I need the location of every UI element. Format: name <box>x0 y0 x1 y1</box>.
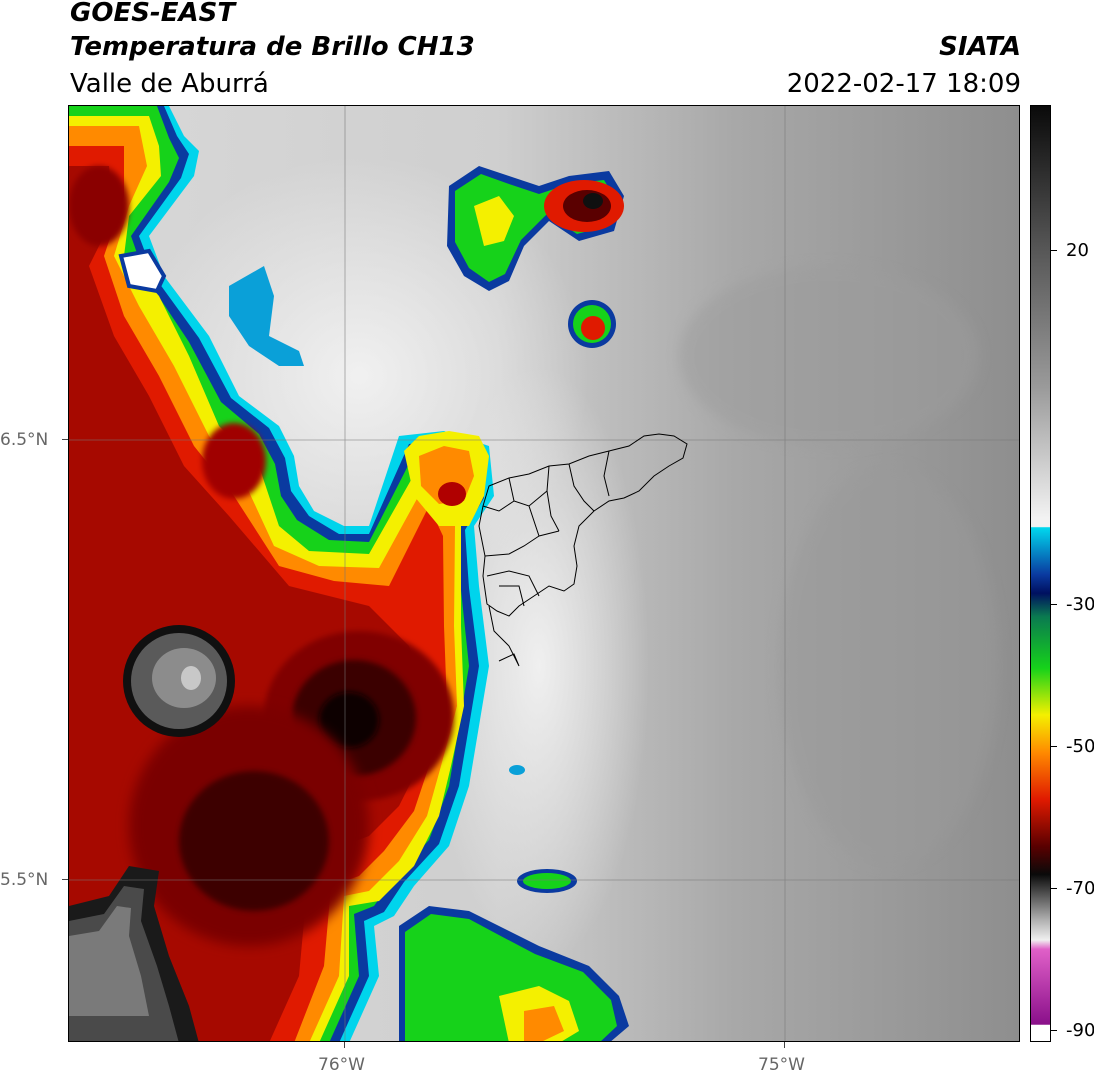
convective-cell-east <box>404 431 489 526</box>
title-product: Temperatura de Brillo CH13 <box>70 32 475 62</box>
clear-hole <box>118 248 167 294</box>
cold-spot <box>202 423 266 499</box>
map-panel[interactable] <box>68 105 1020 1042</box>
title-satellite: GOES-EAST <box>70 0 236 28</box>
cirrus-patch <box>229 266 304 366</box>
colorbar-label: -90 <box>1066 1020 1094 1041</box>
colorbar-gradient <box>1031 106 1050 1041</box>
brand-label: SIATA <box>939 32 1021 62</box>
lon-tick-mark <box>344 1042 345 1048</box>
cold-spot-northwest <box>69 166 129 246</box>
lon-tick-label: 76°W <box>318 1055 365 1075</box>
convective-cell-south <box>399 906 629 1041</box>
datetime-label: 2022-02-17 18:09 <box>786 69 1021 99</box>
overshooting-top-southwest <box>69 866 199 1041</box>
isolated-cell-core <box>523 873 571 889</box>
colorbar-label: 20 <box>1066 240 1089 261</box>
convective-cell-small <box>568 300 616 348</box>
colorbar-tick <box>1051 250 1057 251</box>
lon-tick-label: 75°W <box>758 1055 805 1075</box>
cloud-texture <box>779 466 999 866</box>
cold-core-southwest <box>129 706 369 946</box>
isolated-cell-tiny <box>509 765 525 775</box>
clear-area-glow-2 <box>429 366 649 966</box>
gridlines <box>69 106 1019 1041</box>
lat-tick-mark <box>62 879 68 880</box>
colorbar <box>1030 105 1051 1042</box>
cloud-texture <box>679 266 979 446</box>
colorbar-tick <box>1051 1030 1057 1031</box>
municipal-boundaries <box>478 433 688 667</box>
lat-tick-label: 6.5°N <box>0 430 49 450</box>
brightness-temperature-map <box>69 106 1019 1041</box>
region-label: Valle de Aburrá <box>70 69 269 99</box>
colorbar-tick <box>1051 888 1057 889</box>
colorbar-label: -50 <box>1066 736 1094 757</box>
colorbar-tick <box>1051 746 1057 747</box>
colorbar-label: -70 <box>1066 878 1094 899</box>
overshooting-top-west <box>123 625 235 737</box>
lat-tick-label: 5.5°N <box>0 870 49 890</box>
colorbar-tick <box>1051 604 1057 605</box>
colorbar-label: -30 <box>1066 594 1094 615</box>
lon-tick-mark <box>784 1042 785 1048</box>
convective-cell-north <box>447 166 624 291</box>
lat-tick-mark <box>62 439 68 440</box>
